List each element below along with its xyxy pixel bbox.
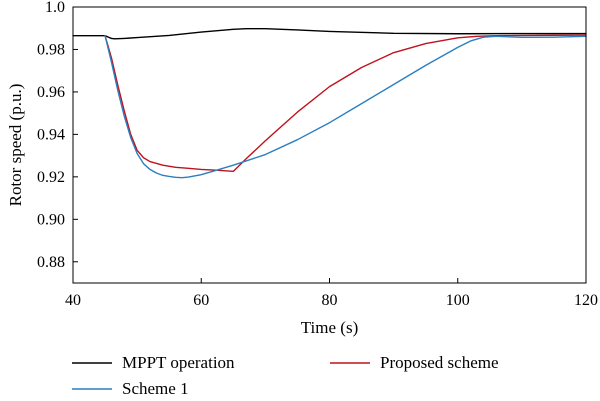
y-tick-label: 0.88 [37, 254, 65, 271]
y-tick-label: 0.96 [37, 84, 65, 101]
axes-layer [72, 6, 587, 284]
plot-frame [72, 6, 587, 284]
x-tick-label: 100 [446, 292, 470, 309]
legend-label-2: Scheme 1 [122, 379, 189, 398]
ticks-layer: 40 60 80 100 120 0.88 0.90 0.92 0.94 0.96 0.98 1.0 [37, 0, 598, 309]
y-tick-label: 1.0 [45, 0, 65, 16]
y-tick-label: 0.92 [37, 169, 65, 186]
x-axis-title: Time (s) [301, 318, 358, 337]
y-tick-label: 0.98 [37, 41, 65, 58]
series-line-0 [72, 27, 587, 40]
x-tick-label: 80 [322, 292, 338, 309]
y-tick-label: 0.90 [37, 211, 65, 228]
series-line-2 [104, 34, 587, 179]
x-tick-label: 60 [193, 292, 209, 309]
series-layer [72, 27, 587, 179]
legend-label-1: Proposed scheme [380, 353, 499, 372]
legend: MPPT operation Proposed scheme Scheme 1 [72, 353, 499, 398]
y-tick-label: 0.94 [37, 126, 65, 143]
series-line-1 [104, 34, 587, 173]
y-axis-title: Rotor speed (p.u.) [6, 84, 25, 207]
x-tick-label: 40 [65, 292, 81, 309]
legend-label-0: MPPT operation [122, 353, 235, 372]
x-tick-label: 120 [574, 292, 598, 309]
